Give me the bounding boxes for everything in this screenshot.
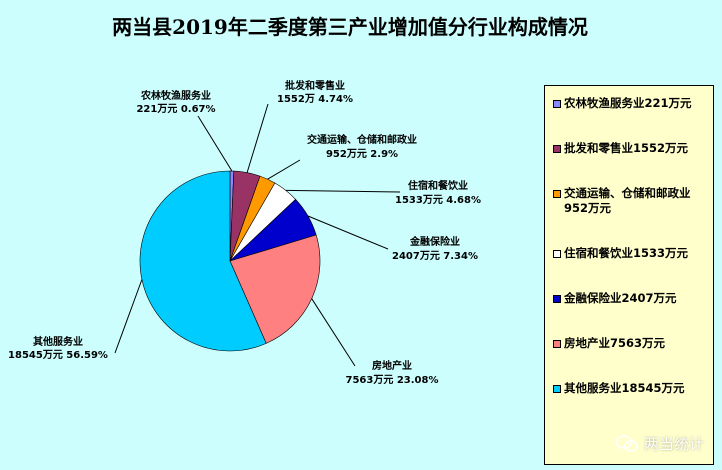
legend-item-6: 房地产业7563万元 bbox=[553, 336, 709, 351]
legend-swatch bbox=[553, 340, 561, 348]
pie-slice-6 bbox=[229, 234, 321, 344]
legend-label: 农林牧渔服务业221万元 bbox=[564, 96, 692, 110]
data-label-7-value: 18545万元 56.59% bbox=[8, 349, 108, 361]
leader-line-2 bbox=[246, 103, 269, 173]
data-label-1-value: 221万元 0.67% bbox=[136, 103, 215, 115]
watermark: 两当统计 bbox=[615, 433, 704, 454]
legend-label: 金融保险业2407万元 bbox=[564, 291, 677, 305]
legend-item-4: 住宿和餐饮业1533万元 bbox=[553, 246, 709, 261]
data-label-5-name: 金融保险业 bbox=[409, 235, 460, 248]
leader-line-3 bbox=[267, 159, 301, 180]
legend-label: 交通运输、仓储和邮政业952万元 bbox=[564, 186, 691, 215]
leader-line-7 bbox=[114, 279, 143, 354]
legend-swatch bbox=[553, 250, 561, 258]
watermark-text: 两当统计 bbox=[643, 435, 704, 453]
data-label-2-value: 1552万 4.74% bbox=[277, 93, 353, 105]
data-label-2-name: 批发和零售业 bbox=[285, 79, 345, 92]
wechat-icon bbox=[615, 434, 638, 452]
leader-line-1 bbox=[197, 115, 233, 172]
legend-swatch bbox=[553, 190, 561, 198]
data-label-6-value: 7563万元 23.08% bbox=[346, 374, 439, 386]
data-label-5-value: 2407万元 7.34% bbox=[392, 250, 478, 262]
legend-item-1: 农林牧渔服务业221万元 bbox=[553, 96, 709, 111]
legend-label: 其他服务业18545万元 bbox=[564, 381, 685, 395]
legend-label: 住宿和餐饮业1533万元 bbox=[564, 246, 689, 260]
leader-line-4 bbox=[285, 189, 401, 193]
legend-swatch bbox=[553, 295, 561, 303]
legend-swatch bbox=[553, 145, 561, 153]
data-label-1-name: 农林牧渔服务业 bbox=[140, 89, 211, 102]
data-label-4-value: 1533万元 4.68% bbox=[395, 194, 481, 206]
leader-line-5 bbox=[307, 215, 389, 250]
pie-slice-7 bbox=[139, 170, 267, 352]
legend-item-7: 其他服务业18545万元 bbox=[553, 381, 709, 396]
legend-label: 批发和零售业1552万元 bbox=[564, 141, 689, 155]
data-label-3-name: 交通运输、仓储和邮政业 bbox=[307, 133, 417, 146]
legend-item-3: 交通运输、仓储和邮政业952万元 bbox=[553, 186, 709, 216]
data-label-3-value: 952万元 2.9% bbox=[326, 148, 398, 160]
data-label-4-name: 住宿和餐饮业 bbox=[408, 179, 468, 192]
data-label-7-name: 其他服务业 bbox=[33, 335, 83, 348]
data-label-6-name: 房地产业 bbox=[372, 359, 412, 372]
leader-line-6 bbox=[311, 298, 356, 367]
legend-swatch bbox=[553, 385, 561, 393]
chart-title: 两当县2019年二季度第三产业增加值分行业构成情况 bbox=[112, 15, 588, 39]
legend-item-2: 批发和零售业1552万元 bbox=[553, 141, 709, 156]
legend-swatch bbox=[553, 100, 561, 108]
legend-item-5: 金融保险业2407万元 bbox=[553, 291, 709, 306]
legend: 农林牧渔服务业221万元 批发和零售业1552万元交通运输、仓储和邮政业952万元… bbox=[544, 85, 714, 465]
legend-label: 房地产业7563万元 bbox=[564, 336, 666, 350]
